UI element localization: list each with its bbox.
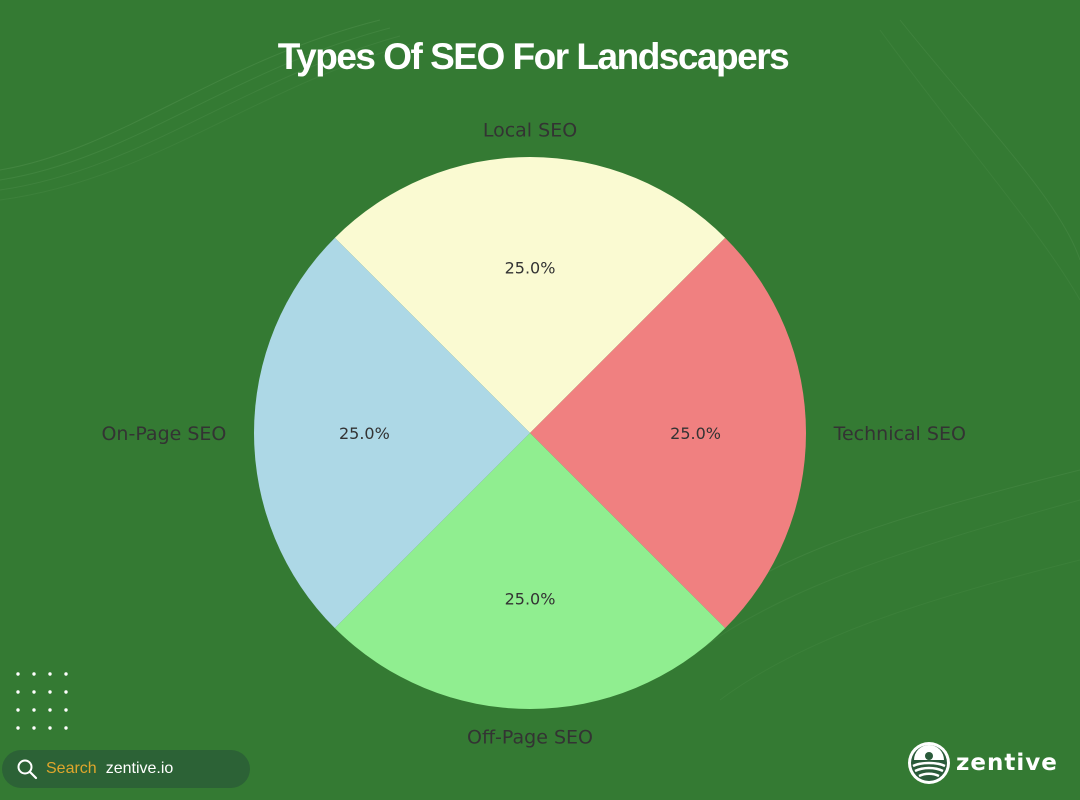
pie-slice-technical-seo bbox=[530, 237, 806, 629]
slice-percent-label: 25.0% bbox=[505, 590, 556, 609]
chart-title: Types Of SEO For Landscapers bbox=[277, 36, 790, 77]
slice-percent-label: 25.0% bbox=[505, 258, 556, 277]
search-url[interactable]: zentive.io bbox=[105, 760, 174, 777]
slice-category-label: Technical SEO bbox=[833, 423, 966, 445]
zentive-logo-icon bbox=[908, 742, 950, 784]
slice-category-label: On-Page SEO bbox=[101, 423, 226, 445]
slice-percent-label: 25.0% bbox=[339, 424, 390, 443]
pie-slice-on-page-seo bbox=[254, 237, 530, 629]
search-icon bbox=[17, 759, 38, 780]
slice-category-label: Off-Page SEO bbox=[467, 727, 593, 749]
search-label: Search bbox=[46, 760, 97, 777]
pie-slice-local-seo bbox=[334, 156, 726, 433]
slice-percent-label: 25.0% bbox=[670, 424, 721, 443]
pie-slice-off-page-seo bbox=[334, 433, 726, 709]
dot-grid-decoration bbox=[16, 672, 68, 730]
slice-category-label: Local SEO bbox=[483, 119, 577, 141]
brand-name: zentive bbox=[956, 750, 1058, 776]
search-bar[interactable]: Search zentive.io bbox=[2, 750, 250, 788]
brand-logo: zentive bbox=[906, 740, 1058, 786]
